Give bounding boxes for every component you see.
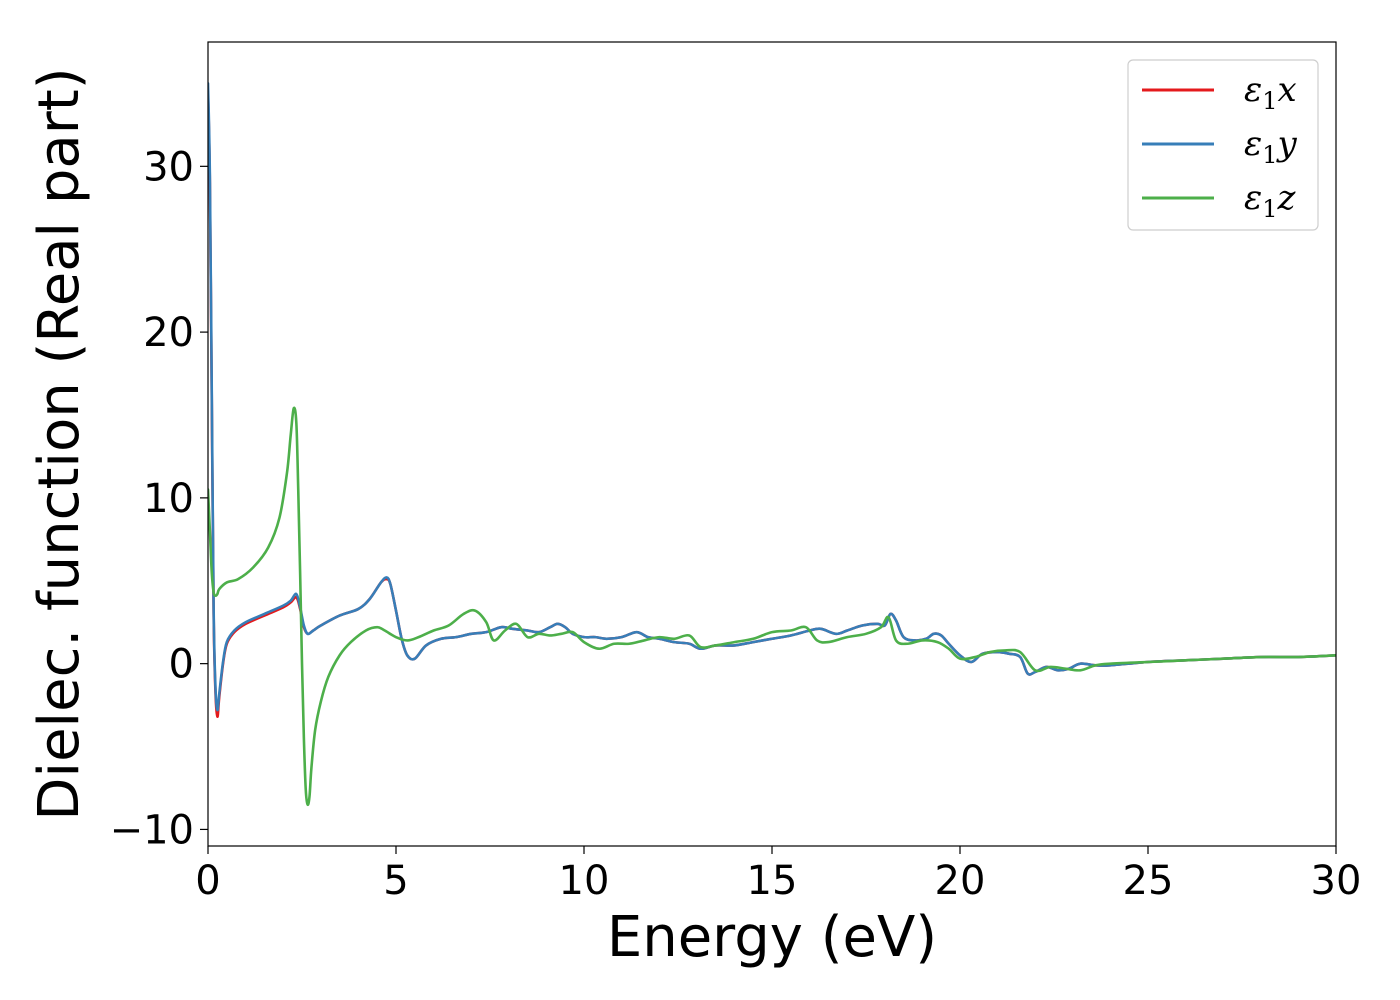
y-tick-label: 20 (143, 310, 194, 356)
x-tick-label: 0 (195, 858, 220, 904)
legend-label-y: ε1y (1244, 124, 1298, 169)
series-line-y (208, 82, 1336, 712)
y-axis: −10 0 10 20 30 (110, 144, 208, 853)
series-layer (208, 82, 1336, 807)
y-tick-label: 0 (169, 642, 194, 688)
legend-box (1127, 59, 1319, 231)
legend-label-z: ε1z (1244, 178, 1297, 223)
x-tick-label: 15 (747, 858, 798, 904)
legend: ε1x ε1y ε1z (1127, 59, 1319, 231)
x-tick-label: 30 (1311, 858, 1362, 904)
x-tick-label: 20 (935, 858, 986, 904)
x-tick-label: 25 (1123, 858, 1174, 904)
x-axis: 0 5 10 15 20 25 30 (195, 846, 1361, 904)
y-tick-label: 30 (143, 144, 194, 190)
x-axis-label: Energy (eV) (607, 905, 937, 970)
series-line-z (208, 406, 1336, 807)
y-tick-label: 10 (143, 476, 194, 522)
y-axis-label: Dielec. function (Real part) (27, 67, 92, 820)
y-tick-label: −10 (110, 807, 194, 853)
legend-label-x: ε1x (1244, 70, 1297, 115)
x-tick-label: 10 (559, 858, 610, 904)
x-tick-label: 5 (383, 858, 408, 904)
